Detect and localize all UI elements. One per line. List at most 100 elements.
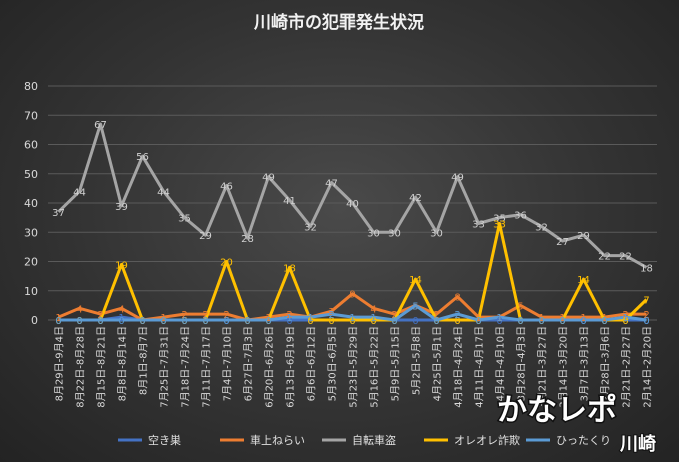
data-label: 0 [265,316,271,327]
y-tick-label: 30 [24,226,38,239]
x-tick-label: 8月29日-9月4日 [54,326,66,401]
data-label: 0 [118,316,124,327]
series-line [57,292,647,322]
data-label: 14 [409,275,422,286]
y-tick-label: 70 [24,109,38,122]
watermark-logo: かなレポ 川崎 [496,392,658,457]
data-label: 0 [202,316,208,327]
data-label: 1 [307,313,313,324]
data-label: 2 [223,310,229,321]
data-label: 0 [286,316,292,327]
x-tick-label: 4月25日-5月1日 [432,326,444,401]
data-label: 0 [265,316,271,327]
data-label: 9 [349,290,355,301]
data-label: 0 [517,316,523,327]
data-label: 3 [328,307,334,318]
data-label: 35 [493,214,506,225]
data-label: 2 [643,310,649,321]
x-tick-label: 4月4日-4月10日 [495,326,507,401]
data-label: 0 [496,316,502,327]
data-label: 37 [52,208,65,219]
data-label: 0 [55,316,61,327]
data-label: 0 [76,316,82,327]
data-label: 1 [55,313,61,324]
data-label: 32 [304,222,317,233]
data-label: 0 [307,316,313,327]
legend-label: オレオレ詐欺 [454,433,520,447]
data-label: 0 [76,316,82,327]
x-tick-label: 8月8日-8月14日 [117,326,129,401]
data-label: 4 [118,304,124,315]
data-label: 49 [262,173,275,184]
data-label: 2 [391,310,397,321]
x-tick-label: 5月16日-5月22日 [369,326,381,408]
data-label: 0 [328,316,334,327]
data-label: 2 [181,310,187,321]
y-tick-label: 60 [24,139,38,152]
x-tick-label: 2月14日-2月20日 [642,326,654,408]
data-label: 5 [412,301,418,312]
data-label: 20 [220,258,233,269]
x-tick-label: 8月1日-8月7日 [138,326,150,395]
data-label: 1 [496,313,502,324]
data-label: 49 [451,173,464,184]
data-label: 0 [643,316,649,327]
x-tick-label: 3月21日-3月27日 [537,326,549,408]
data-label: 0 [202,316,208,327]
legend-label: 自転車盗 [352,433,396,447]
data-label: 46 [220,181,233,192]
data-label: 2 [286,310,292,321]
data-label: 0 [181,316,187,327]
data-label: 1 [601,313,607,324]
data-label: 0 [223,316,229,327]
data-label: 22 [619,252,632,263]
data-label: 1 [580,313,586,324]
data-label: 0 [97,316,103,327]
data-label: 0 [622,316,628,327]
data-label: 1 [475,313,481,324]
watermark-main: かなレポ [497,393,617,428]
series-line [57,122,648,269]
data-label: 0 [433,316,439,327]
data-label: 1 [307,313,313,324]
data-label: 19 [115,260,128,271]
data-label: 0 [55,316,61,327]
data-label: 0 [391,316,397,327]
data-label: 2 [202,310,208,321]
data-label: 39 [115,202,128,213]
data-label: 0 [139,316,145,327]
y-tick-label: 50 [24,168,38,181]
data-label: 2 [622,310,628,321]
x-tick-label: 5月23日-5月29日 [348,326,360,408]
data-label: 1 [622,313,628,324]
data-label: 22 [598,252,611,263]
data-label: 0 [559,316,565,327]
x-tick-label: 3月28日-4月3日 [516,326,528,401]
legend-label: 車上ねらい [250,433,305,447]
data-label: 35 [178,214,191,225]
data-label: 0 [391,316,397,327]
x-tick-label: 5月9日-5月15日 [390,326,402,401]
data-label: 4 [370,304,376,315]
data-label: 0 [601,316,607,327]
data-label: 44 [73,187,86,198]
data-label: 14 [577,275,590,286]
data-label: 2 [328,310,334,321]
data-label: 0 [580,316,586,327]
data-label: 1 [538,313,544,324]
data-label: 0 [538,316,544,327]
data-label: 30 [367,228,380,239]
legend-label: 空き巣 [148,433,181,447]
data-label: 4 [76,304,82,315]
data-label: 0 [349,316,355,327]
data-label: 0 [601,316,607,327]
x-tick-label: 8月22日-8月28日 [75,326,87,408]
data-label: 0 [370,316,376,327]
data-label: 0 [244,316,250,327]
x-tick-label: 7月4日-7月10日 [222,326,234,401]
x-tick-label: 5月30日-6月5日 [327,326,339,401]
y-tick-label: 40 [24,197,38,210]
data-label: 5 [412,301,418,312]
data-label: 0 [517,316,523,327]
x-tick-label: 7月11日-7月17日 [201,326,213,408]
